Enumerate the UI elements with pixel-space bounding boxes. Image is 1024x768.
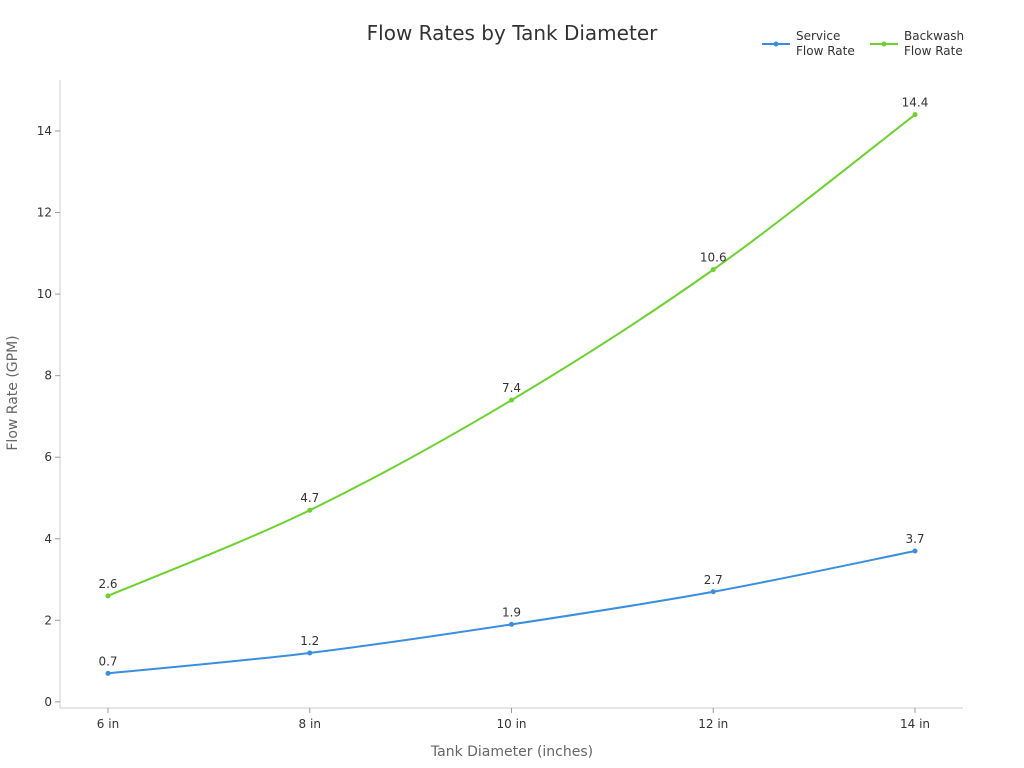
y-tick-label: 8 [44,369,52,383]
data-label: 0.7 [98,654,117,668]
data-label: 1.9 [502,605,521,619]
data-label: 7.4 [502,381,521,395]
y-tick-label: 6 [44,450,52,464]
legend-label: Backwash Flow Rate [904,29,965,58]
data-point [509,621,514,627]
legend-item: Backwash Flow Rate [870,29,968,59]
chart-title: Flow Rates by Tank Diameter [367,21,658,45]
y-tick-label: 14 [37,124,52,138]
legend-item: Service Flow Rate [762,29,860,59]
data-point [105,670,111,676]
series-line [107,113,916,597]
y-tick-label: 4 [44,532,52,546]
y-axis-label: Flow Rate (GPM) [5,335,21,450]
x-tick-label: 12 in [698,717,728,731]
data-label: 10.6 [700,251,727,265]
data-label: 1.2 [300,634,319,648]
data-label: 2.7 [704,573,723,587]
data-point [307,650,313,656]
x-axis-label: Tank Diameter (inches) [430,744,593,760]
data-label: 2.6 [98,577,117,591]
data-point [509,397,514,403]
y-tick-label: 2 [44,613,52,627]
legend: Service Flow Rate Backwash Flow Rate [762,29,968,59]
y-tick-label: 10 [37,287,52,301]
y-tick-label: 12 [37,206,52,220]
data-point [307,507,313,513]
x-tick-label: 14 in [900,717,930,731]
data-point [912,112,918,118]
y-tick-label: 0 [44,695,52,709]
data-point [710,589,716,595]
legend-swatch [762,41,790,47]
data-point [105,593,111,599]
legend-label: Service Flow Rate [796,29,855,58]
x-tick-label: 8 in [299,717,321,731]
x-tick-label: 6 in [97,717,119,731]
x-tick-label: 10 in [496,717,526,731]
legend-swatch [870,41,898,47]
data-label: 3.7 [905,532,924,546]
data-label: 14.4 [902,96,929,110]
data-label: 4.7 [300,491,319,505]
data-point [710,267,716,273]
data-point [912,548,918,554]
